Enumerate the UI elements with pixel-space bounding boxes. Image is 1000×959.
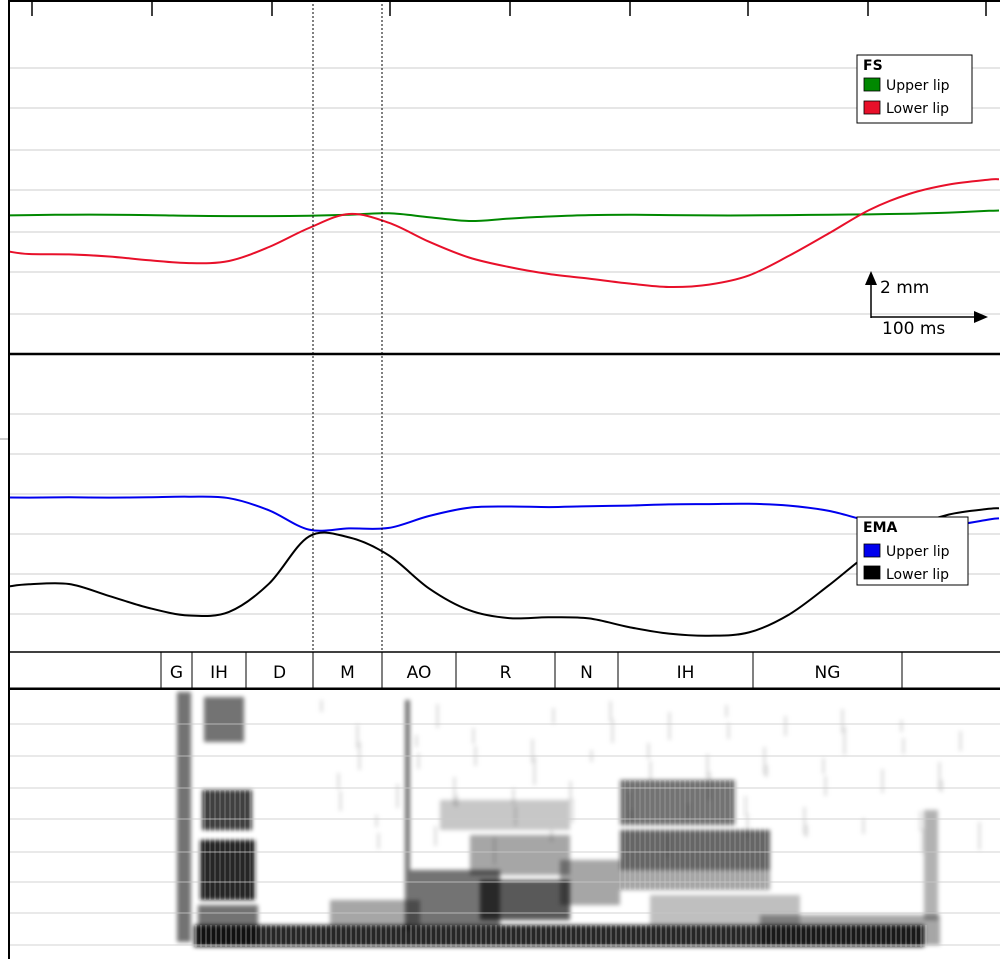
scale-bar: 2 mm 100 ms	[865, 271, 988, 339]
ema-legend-lower-lip-swatch	[863, 565, 881, 580]
spectrogram-energy	[177, 692, 981, 947]
phoneme-label: N	[580, 663, 593, 683]
top-tick-marks	[31, 1, 987, 16]
fs-panel: FS Upper lip Lower lip 2 mm 100 ms	[9, 1, 1000, 339]
fs-legend-title: FS	[863, 58, 883, 74]
fs-upper-lip-line	[9, 209, 1000, 223]
phoneme-label: G	[170, 663, 183, 683]
fs-legend: FS Upper lip Lower lip	[856, 54, 973, 124]
ema-legend-upper-lip-label: Upper lip	[886, 544, 950, 560]
ema-gridlines	[9, 413, 1000, 615]
ema-lower-lip-line	[9, 507, 1000, 637]
fs-lower-lip-line	[9, 178, 1000, 289]
fs-legend-lower-lip-label: Lower lip	[886, 101, 949, 117]
fs-gridlines	[9, 67, 1000, 315]
scale-bar-mm-label: 2 mm	[880, 278, 929, 298]
phoneme-label: IH	[210, 663, 228, 683]
ema-legend-title: EMA	[863, 520, 897, 536]
ema-legend-lower-lip-label: Lower lip	[886, 567, 949, 583]
scale-bar-up-arrowhead	[865, 271, 877, 285]
spectrogram	[9, 690, 1000, 957]
phoneme-label: IH	[677, 663, 695, 683]
ema-legend: EMA Upper lip Lower lip	[856, 516, 969, 586]
fs-legend-upper-lip-label: Upper lip	[886, 78, 950, 94]
fs-legend-lower-lip-swatch	[863, 100, 881, 115]
ema-legend-upper-lip-swatch	[863, 543, 881, 558]
phoneme-label: AO	[407, 663, 432, 683]
spectrogram-glottal-striations	[195, 780, 927, 947]
ema-panel: EMA Upper lip Lower lip	[9, 413, 1000, 637]
phoneme-label: M	[340, 663, 355, 683]
scale-bar-ms-label: 100 ms	[882, 319, 945, 339]
phoneme-row: G IH D M AO R N IH NG	[160, 652, 903, 688]
phoneme-label: NG	[815, 663, 841, 683]
fs-legend-upper-lip-swatch	[863, 77, 881, 92]
ema-upper-lip-line	[9, 495, 1000, 532]
phoneme-label: R	[500, 663, 512, 683]
phoneme-label: D	[273, 663, 286, 683]
spectrogram-gridlines	[9, 723, 1000, 946]
scale-bar-right-arrowhead	[974, 311, 988, 323]
